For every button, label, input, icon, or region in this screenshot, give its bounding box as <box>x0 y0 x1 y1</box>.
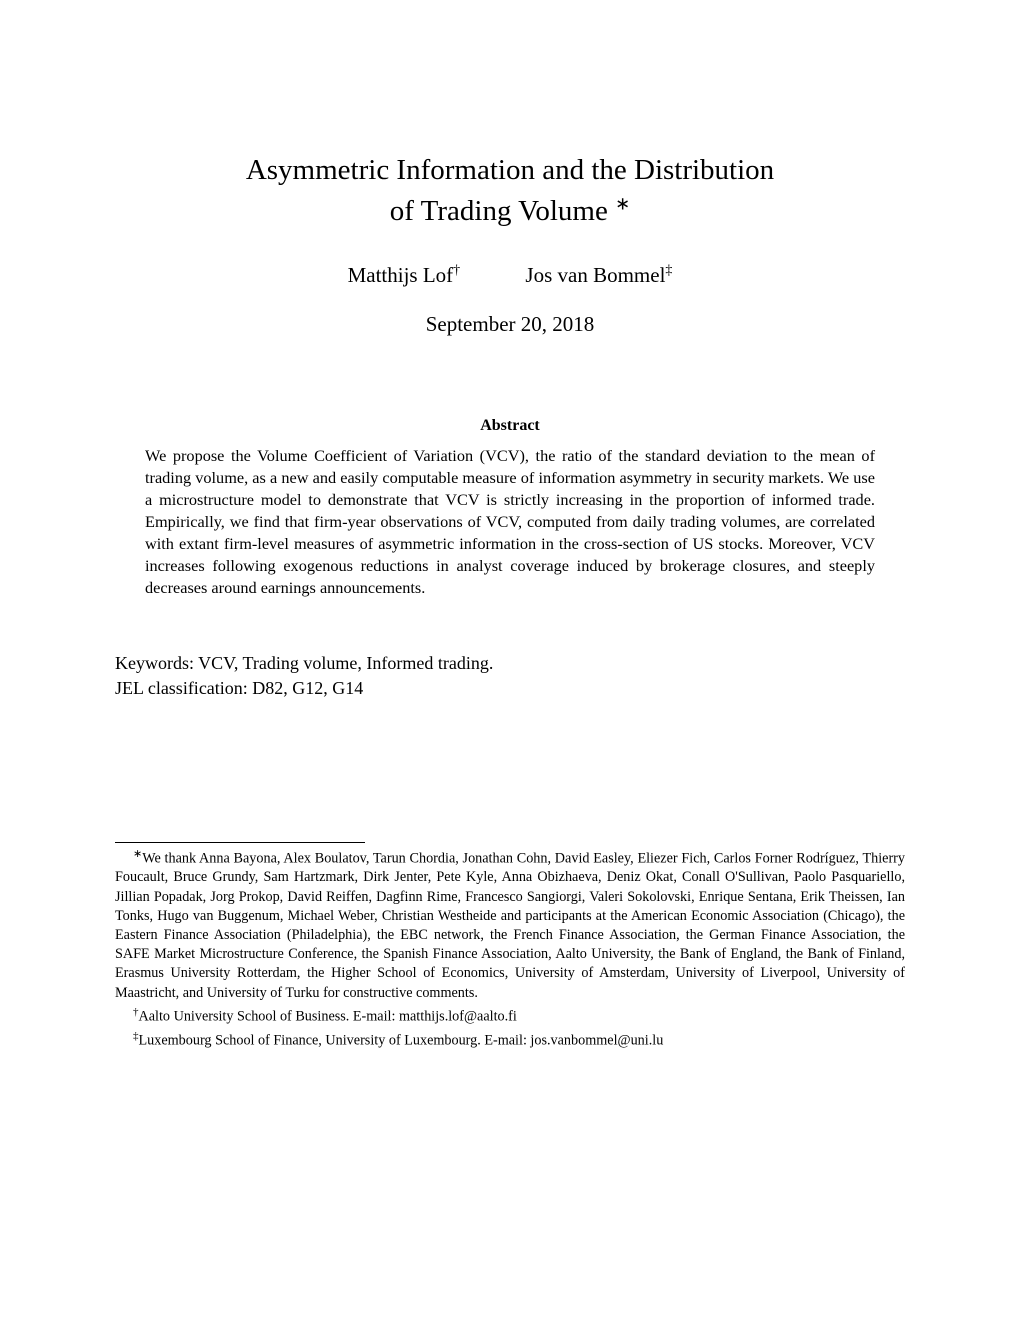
jel-line: JEL classification: D82, G12, G14 <box>115 676 905 701</box>
footnote-thanks-text: We thank Anna Bayona, Alex Boulatov, Tar… <box>115 850 905 1000</box>
keywords-line: Keywords: VCV, Trading volume, Informed … <box>115 651 905 676</box>
footnote-thanks: ∗We thank Anna Bayona, Alex Boulatov, Ta… <box>115 847 905 1003</box>
title-footnote-mark: ∗ <box>615 193 630 213</box>
title-line-1: Asymmetric Information and the Distribut… <box>246 154 774 186</box>
footnote-aff2: ‡Luxembourg School of Finance, Universit… <box>115 1029 905 1051</box>
author-2-mark: ‡ <box>665 263 672 278</box>
footnote-aff1: †Aalto University School of Business. E-… <box>115 1005 905 1027</box>
authors-row: Matthijs Lof† Jos van Bommel‡ <box>115 263 905 288</box>
title-line-2: of Trading Volume <box>390 195 615 227</box>
paper-title: Asymmetric Information and the Distribut… <box>115 150 905 231</box>
abstract-heading: Abstract <box>115 417 905 435</box>
footnotes: ∗We thank Anna Bayona, Alex Boulatov, Ta… <box>115 847 905 1051</box>
author-2: Jos van Bommel‡ <box>525 263 672 288</box>
footnote-aff1-text: Aalto University School of Business. E-m… <box>139 1008 517 1024</box>
paper-date: September 20, 2018 <box>115 312 905 337</box>
keywords-block: Keywords: VCV, Trading volume, Informed … <box>115 651 905 701</box>
abstract-text: We propose the Volume Coefficient of Var… <box>145 445 875 599</box>
author-1-name: Matthijs Lof <box>348 263 454 287</box>
paper-page: Asymmetric Information and the Distribut… <box>0 0 1020 1132</box>
author-1-mark: † <box>453 263 460 278</box>
footnote-aff2-text: Luxembourg School of Finance, University… <box>139 1032 664 1048</box>
author-2-name: Jos van Bommel <box>525 263 665 287</box>
footnote-rule <box>115 842 365 843</box>
author-1: Matthijs Lof† <box>348 263 461 288</box>
footnote-thanks-mark: ∗ <box>133 848 142 860</box>
